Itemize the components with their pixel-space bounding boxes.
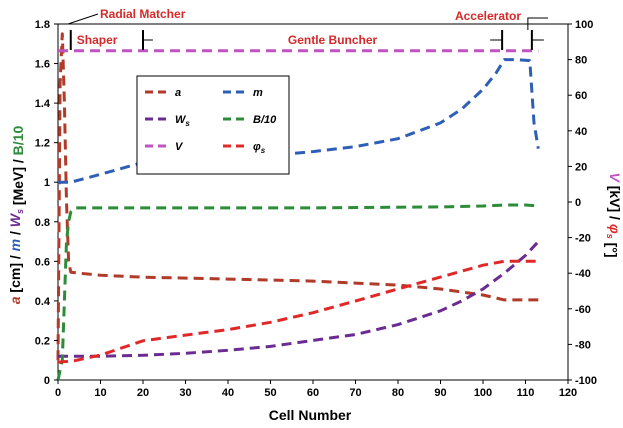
x-tick-label: 20	[137, 387, 149, 399]
x-tick-label: 30	[179, 387, 191, 399]
y-left-tick-label: 1.4	[35, 98, 51, 110]
x-tick-label: 60	[307, 387, 319, 399]
shaper-label: Shaper	[77, 33, 118, 47]
y-right-tick-label: 80	[575, 55, 587, 67]
legend-label-0-2: V	[175, 141, 184, 153]
y-right-tick-label: -60	[575, 304, 591, 316]
x-tick-label: 110	[517, 387, 535, 399]
x-tick-label: 0	[55, 387, 61, 399]
x-tick-label: 90	[434, 387, 446, 399]
y-right-tick-label: 100	[575, 19, 593, 31]
y-left-tick-label: 1.8	[35, 19, 50, 31]
x-tick-label: 80	[392, 387, 404, 399]
series-layer	[56, 32, 540, 381]
plot-border	[57, 23, 569, 381]
x-tick-label: 70	[349, 387, 361, 399]
series-line-a	[56, 32, 539, 361]
legend-label-1-0: m	[253, 87, 263, 99]
y-right-tick-label: -20	[575, 233, 591, 245]
ticks-layer: 0 10 20 30 40 50 60 70 80 90 100 110 12000.20.40.60.…	[35, 19, 597, 399]
accelerator-label: Accelerator	[455, 9, 521, 23]
legend-label-1-1: B/10	[253, 114, 277, 126]
gentle-buncher-label: Gentle Buncher	[288, 33, 378, 47]
y-axis-right-title: V [kV] / φs [°]	[604, 172, 623, 257]
y-left-tick-label: 1.2	[35, 138, 50, 150]
radial-matcher-label: Radial Matcher	[100, 7, 186, 21]
x-tick-label: 10	[94, 387, 106, 399]
plot-frame	[57, 23, 569, 381]
y-left-tick-label: 0.8	[35, 217, 50, 229]
y-axis-left-title: a [cm] / m / Ws [MeV] / B/10	[7, 126, 26, 305]
series-line-s	[57, 259, 539, 364]
x-tick-label: 50	[264, 387, 276, 399]
section-annotations: Radial Matcher Shaper Gentle Buncher Accele…	[57, 7, 548, 50]
y-left-tick-label: 0.2	[35, 335, 50, 347]
series-line-Ws	[58, 240, 540, 358]
legend-label-0-0: a	[175, 87, 181, 99]
x-tick-label: 40	[222, 387, 234, 399]
y-left-tick-label: 1.6	[35, 59, 50, 71]
radial-matcher-leader	[58, 13, 99, 25]
y-left-tick-label: 0.6	[35, 256, 50, 268]
y-right-tick-label: -40	[575, 268, 591, 280]
legend: a m Ws B/10 V φs	[136, 75, 290, 175]
series-line-B10	[56, 203, 539, 381]
series-line-m	[58, 58, 540, 184]
y-right-tick-label: 0	[575, 197, 581, 209]
accelerator-leader	[527, 17, 548, 30]
legend-label-1-2: φs	[253, 141, 266, 155]
x-tick-label: 120	[559, 387, 577, 399]
x-axis-title: Cell Number	[269, 407, 352, 423]
y-left-tick-label: 0.4	[35, 296, 51, 308]
y-right-tick-label: 60	[575, 90, 587, 102]
y-right-tick-label: -100	[575, 375, 597, 387]
y-left-tick-label: 1	[44, 177, 50, 189]
y-right-tick-label: -80	[575, 339, 591, 351]
x-tick-label: 100	[474, 387, 492, 399]
y-right-tick-label: 20	[575, 161, 587, 173]
y-right-tick-label: 40	[575, 126, 587, 138]
y-left-tick-label: 0	[44, 375, 50, 387]
legend-label-0-1: Ws	[175, 114, 190, 128]
